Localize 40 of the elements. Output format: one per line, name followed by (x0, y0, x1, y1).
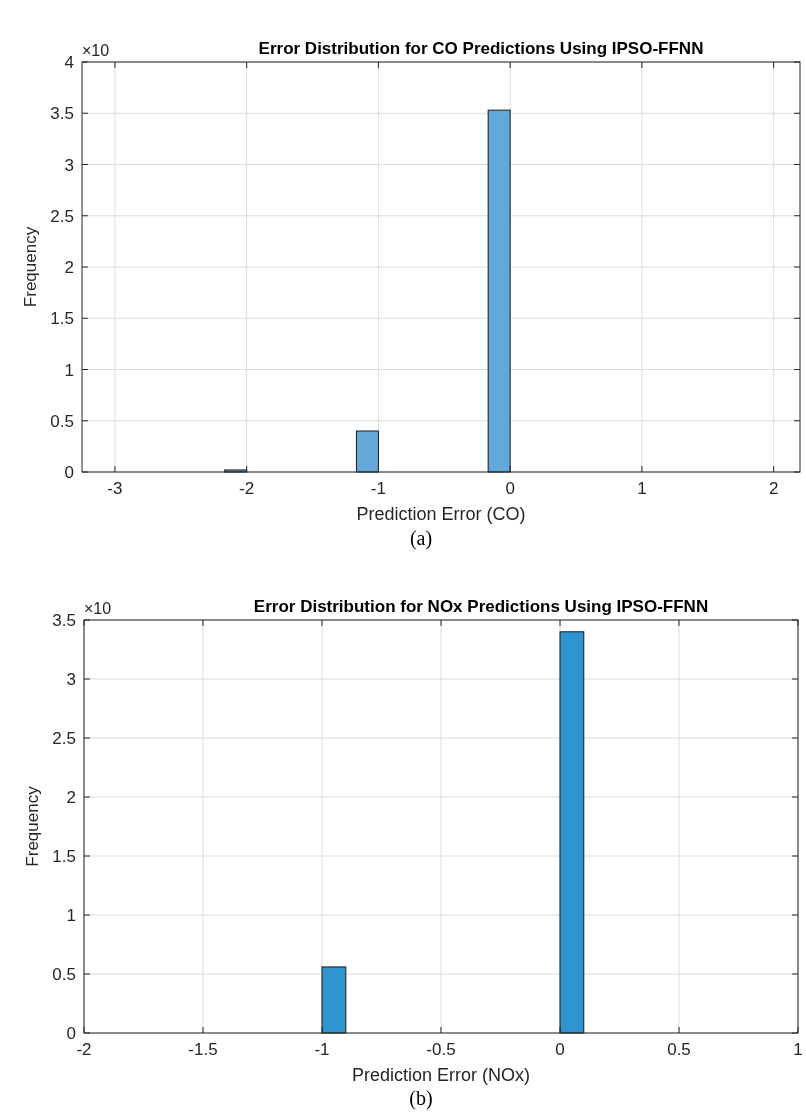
y-tick-label: 1.5 (52, 847, 76, 866)
y-tick-label: 1 (64, 360, 74, 380)
text: ×10 (84, 600, 112, 617)
x-axis-title: Prediction Error (CO) (356, 504, 526, 524)
x-tick-label: -2 (76, 1040, 92, 1059)
y-tick-label: 0.5 (50, 411, 74, 431)
x-tick-label: 0.5 (667, 1040, 691, 1059)
x-tick-label: -1 (314, 1040, 330, 1059)
x-tick-label: -1 (370, 479, 386, 498)
y-axis-title: Frequency (23, 785, 42, 867)
y-tick-label: 0 (64, 463, 74, 482)
text: (b) (409, 1087, 433, 1110)
y-tick-label: 0 (66, 1024, 76, 1043)
y-tick-label: 2.5 (52, 729, 76, 748)
y-tick-label: 1 (66, 906, 76, 925)
x-tick-label: -2 (239, 479, 255, 498)
x-tick-label: -3 (107, 479, 123, 498)
y-tick-label: 2 (66, 788, 76, 807)
x-tick-label: 1 (637, 479, 647, 498)
y-axis-title: Frequency (21, 226, 40, 308)
y-tick-label: 3 (64, 155, 74, 175)
x-tick-label: -1.5 (188, 1040, 218, 1059)
y-tick-label: 2 (64, 258, 74, 277)
x-axis-title: Prediction Error (NOx) (351, 1065, 531, 1085)
y-tick-label: 3.5 (52, 611, 76, 630)
text: ×10 (82, 42, 110, 59)
y-tick-label: 0.5 (52, 965, 76, 984)
x-tick-label: 1 (793, 1040, 803, 1059)
y-tick-label: 2.5 (50, 206, 74, 226)
x-tick-label: 0 (555, 1040, 565, 1059)
chart-title: Error Distribution for CO Predictions Using IPSO-FFNN (258, 39, 704, 58)
y-tick-label: 3.5 (50, 104, 74, 124)
x-tick-label: -0.5 (426, 1040, 456, 1059)
y-tick-label: 1.5 (50, 309, 74, 329)
y-tick-label: 4 (64, 53, 74, 72)
text: (a) (409, 527, 433, 550)
chart-title: Error Distribution for NOx Predictions Using IPSO-FFNN (253, 597, 709, 616)
x-tick-label: 2 (768, 479, 779, 498)
y-tick-label: 3 (66, 670, 76, 689)
x-tick-label: 0 (505, 479, 515, 498)
